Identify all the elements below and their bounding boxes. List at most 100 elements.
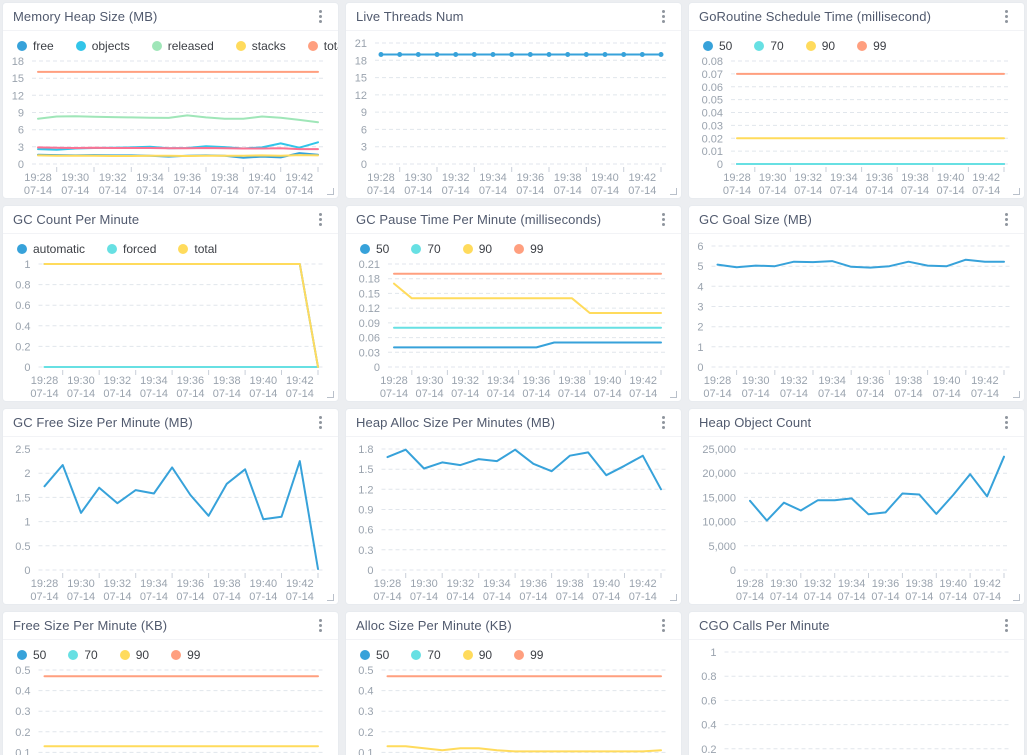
legend-item-70[interactable]: 70 <box>754 39 784 53</box>
x-axis-date-label: 07-14 <box>856 388 884 400</box>
line-chart: 00.010.020.030.040.050.060.070.0819:2807… <box>702 56 1010 197</box>
x-axis-date-label: 07-14 <box>483 591 511 603</box>
panel-gc-goal-size-mb: GC Goal Size (MB) 0 1 2 3 4 5 6 19:28 07-14 19:30 0… <box>688 205 1025 402</box>
series-line-90 <box>393 282 662 314</box>
data-point-marker <box>509 52 515 57</box>
kebab-menu-icon[interactable] <box>656 6 671 27</box>
x-axis-time-label: 19:36 <box>517 172 545 184</box>
y-axis-tick-label: 20,000 <box>702 468 736 480</box>
panel-body: 5070909900.10.20.30.40.519:2807-1419:300… <box>346 640 681 755</box>
kebab-menu-icon[interactable] <box>313 412 328 433</box>
x-axis-time-label: 19:38 <box>213 375 241 387</box>
panel-resize-handle[interactable] <box>327 188 334 195</box>
data-point-marker <box>527 52 533 57</box>
x-axis-time-label: 19:32 <box>447 578 475 590</box>
panel-resize-handle[interactable] <box>1013 188 1020 195</box>
legend-item-released[interactable]: released <box>151 39 214 53</box>
x-axis-date-label: 07-14 <box>703 388 731 400</box>
series-line-unused <box>37 146 319 151</box>
legend-dot-icon <box>411 244 422 254</box>
legend-item-90[interactable]: 90 <box>119 648 150 662</box>
kebab-menu-icon[interactable] <box>313 6 328 27</box>
legend-item-99[interactable]: 99 <box>514 648 543 662</box>
kebab-menu-icon[interactable] <box>656 615 671 636</box>
panel-resize-handle[interactable] <box>670 391 677 398</box>
data-point-marker <box>583 52 589 57</box>
panel-resize-handle[interactable] <box>670 594 677 601</box>
kebab-menu-icon[interactable] <box>999 209 1014 230</box>
x-axis-time-label: 19:34 <box>818 375 846 387</box>
legend-label: total <box>194 242 218 256</box>
x-axis-time-label: 19:34 <box>140 578 168 590</box>
legend-item-70[interactable]: 70 <box>411 242 441 256</box>
legend-item-90[interactable]: 90 <box>805 39 835 53</box>
y-axis-tick-label: 0.1 <box>15 747 30 755</box>
x-axis-time-label: 19:36 <box>857 375 885 387</box>
legend-item-50[interactable]: 50 <box>360 242 389 256</box>
legend-item-70[interactable]: 70 <box>68 648 98 662</box>
panel-title: GC Free Size Per Minute (MB) <box>13 415 193 430</box>
x-axis-time-label: 19:40 <box>939 578 967 590</box>
legend-item-99[interactable]: 99 <box>514 242 543 256</box>
chart-legend: 50 70 90 99 <box>346 234 681 258</box>
legend-item-objects[interactable]: objects <box>75 39 130 53</box>
panel-title: GoRoutine Schedule Time (millisecond) <box>699 9 932 24</box>
legend-item-50[interactable]: 50 <box>17 648 46 662</box>
panel-resize-handle[interactable] <box>1013 594 1020 601</box>
x-axis-date-label: 07-14 <box>404 185 432 197</box>
kebab-menu-icon[interactable] <box>999 6 1014 27</box>
y-axis-tick-label: 1 <box>24 259 30 271</box>
legend-dot-icon <box>107 244 118 254</box>
data-point-marker <box>639 52 645 57</box>
kebab-menu-icon[interactable] <box>999 615 1014 636</box>
kebab-menu-icon[interactable] <box>656 412 671 433</box>
legend-item-automatic[interactable]: automatic <box>17 242 85 256</box>
data-point-marker <box>415 52 421 57</box>
y-axis-tick-label: 12 <box>355 90 367 102</box>
legend-item-99[interactable]: 99 <box>171 648 200 662</box>
chart-legend: freeobjectsreleasedstackstotalunused <box>3 31 338 55</box>
x-axis-time-label: 19:34 <box>487 375 515 387</box>
legend-item-90[interactable]: 90 <box>462 648 492 662</box>
legend-item-99[interactable]: 99 <box>857 39 886 53</box>
line-chart: 00.20.40.60.8119:2807-1419:3007-1419:320… <box>15 259 324 400</box>
x-axis-date-label: 07-14 <box>451 388 479 400</box>
series-line-stacks <box>37 154 319 157</box>
x-axis-time-label: 19:30 <box>416 375 444 387</box>
kebab-menu-icon[interactable] <box>313 209 328 230</box>
panel-resize-handle[interactable] <box>1013 391 1020 398</box>
legend-label: 70 <box>427 242 441 256</box>
kebab-menu-icon[interactable] <box>999 412 1014 433</box>
legend-item-forced[interactable]: forced <box>107 242 156 256</box>
line-chart: 012345619:2807-1419:3007-1419:3207-1419:… <box>697 241 1010 400</box>
legend-item-stacks[interactable]: stacks <box>235 39 286 53</box>
panel-resize-handle[interactable] <box>670 188 677 195</box>
y-axis-tick-label: 1 <box>697 342 703 354</box>
legend-item-free[interactable]: free <box>17 39 54 53</box>
legend-label: stacks <box>251 39 286 53</box>
legend-item-total[interactable]: total <box>307 39 338 53</box>
x-axis-date-label: 07-14 <box>487 388 515 400</box>
panel-resize-handle[interactable] <box>327 391 334 398</box>
x-axis-date-label: 07-14 <box>742 388 770 400</box>
legend-item-50[interactable]: 50 <box>703 39 732 53</box>
legend-label: 90 <box>135 648 150 662</box>
legend-item-total[interactable]: total <box>178 242 217 256</box>
legend-item-90[interactable]: 90 <box>462 242 492 256</box>
legend-label: 50 <box>376 242 390 256</box>
y-axis-tick-label: 6 <box>361 124 367 136</box>
data-point-marker <box>453 52 459 57</box>
x-axis-time-label: 19:34 <box>483 578 511 590</box>
kebab-menu-icon[interactable] <box>313 615 328 636</box>
x-axis-time-label: 19:40 <box>594 375 622 387</box>
panel-heap-alloc-size-per-minutes-mb: Heap Alloc Size Per Minutes (MB) 0 0.3 0.6 0… <box>345 408 682 605</box>
legend-item-50[interactable]: 50 <box>360 648 389 662</box>
x-axis-time-label: 19:38 <box>901 172 929 184</box>
y-axis-tick-label: 0.4 <box>701 720 716 732</box>
x-axis-time-label: 19:28 <box>31 375 59 387</box>
panel-body: 00.20.40.60.8119:2807-1419:3007-1419:320… <box>689 640 1024 755</box>
x-axis-time-label: 19:32 <box>442 172 470 184</box>
legend-item-70[interactable]: 70 <box>411 648 441 662</box>
kebab-menu-icon[interactable] <box>656 209 671 230</box>
panel-resize-handle[interactable] <box>327 594 334 601</box>
